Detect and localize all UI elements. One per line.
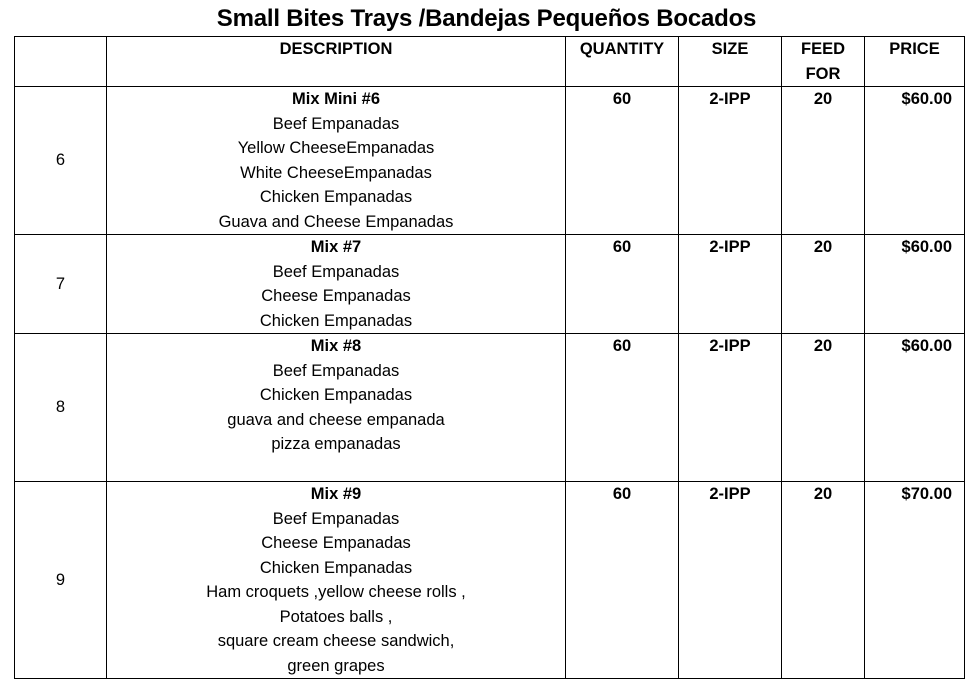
item-line: Chicken Empanadas <box>259 311 413 330</box>
row-price: $60.00 <box>864 86 965 235</box>
item-name: Mix #8 <box>310 337 362 355</box>
header-description: DESCRIPTION <box>106 36 566 87</box>
table-row: 7 Mix #7 Beef Empanadas Cheese Empanadas… <box>14 234 965 334</box>
row-description: Mix #9 Beef Empanadas Cheese Empanadas C… <box>106 481 566 679</box>
item-line: Chicken Empanadas <box>259 386 413 404</box>
item-line: Cheese Empanadas <box>261 287 411 305</box>
row-description: Mix Mini #6 Beef Empanadas Yellow Cheese… <box>106 86 566 235</box>
item-line: Guava and Cheese Empanadas <box>218 212 454 231</box>
row-feed-for: 20 <box>781 86 865 235</box>
item-name: Mix #9 <box>310 485 362 503</box>
row-number: 6 <box>14 86 107 235</box>
item-line: Cheese Empanadas <box>261 534 411 552</box>
row-price: $70.00 <box>864 481 965 679</box>
item-line: green grapes <box>287 656 385 675</box>
row-quantity: 60 <box>565 234 679 334</box>
row-number: 7 <box>14 234 107 334</box>
item-line: White CheeseEmpanadas <box>240 163 432 182</box>
header-feed-for-line2: FOR <box>805 64 841 83</box>
item-line: Beef Empanadas <box>272 509 400 528</box>
menu-table: DESCRIPTION QUANTITY SIZE FEED FOR PRICE… <box>14 36 965 679</box>
row-price: $60.00 <box>864 234 965 334</box>
row-feed-for: 20 <box>781 333 865 482</box>
header-size: SIZE <box>678 36 782 87</box>
row-quantity: 60 <box>565 481 679 679</box>
item-name: Mix #7 <box>310 238 362 256</box>
row-price: $60.00 <box>864 333 965 482</box>
row-size: 2-IPP <box>678 481 782 679</box>
item-line: Yellow CheeseEmpanadas <box>237 139 435 157</box>
row-number: 8 <box>14 333 107 482</box>
item-line: Beef Empanadas <box>272 262 400 281</box>
row-feed-for: 20 <box>781 481 865 679</box>
item-line: Beef Empanadas <box>272 361 400 380</box>
row-quantity: 60 <box>565 333 679 482</box>
item-line: pizza empanadas <box>271 435 401 453</box>
header-feed-for: FEED FOR <box>781 36 865 87</box>
row-size: 2-IPP <box>678 86 782 235</box>
row-size: 2-IPP <box>678 234 782 334</box>
item-name: Mix Mini #6 <box>291 90 381 108</box>
item-line: Ham croquets ,yellow cheese rolls , <box>206 583 466 601</box>
table-row: 8 Mix #8 Beef Empanadas Chicken Empanada… <box>14 333 965 482</box>
item-line: Chicken Empanadas <box>259 188 413 206</box>
item-line: Potatoes balls , <box>279 607 393 626</box>
header-price: PRICE <box>864 36 965 87</box>
item-line: square cream cheese sandwich, <box>217 632 455 650</box>
header-quantity: QUANTITY <box>565 36 679 87</box>
row-size: 2-IPP <box>678 333 782 482</box>
item-line: Beef Empanadas <box>272 114 400 133</box>
row-feed-for: 20 <box>781 234 865 334</box>
header-feed-for-line1: FEED <box>800 40 845 58</box>
row-description: Mix #8 Beef Empanadas Chicken Empanadas … <box>106 333 566 482</box>
row-quantity: 60 <box>565 86 679 235</box>
table-row: 9 Mix #9 Beef Empanadas Cheese Empanadas… <box>14 481 965 679</box>
item-line: Chicken Empanadas <box>259 558 413 577</box>
header-row: DESCRIPTION QUANTITY SIZE FEED FOR PRICE <box>14 36 965 87</box>
header-number <box>14 36 107 87</box>
table-row: 6 Mix Mini #6 Beef Empanadas Yellow Chee… <box>14 86 965 235</box>
row-description: Mix #7 Beef Empanadas Cheese Empanadas C… <box>106 234 566 334</box>
item-line: guava and cheese empanada <box>227 410 445 429</box>
row-number: 9 <box>14 481 107 679</box>
page-title: Small Bites Trays /Bandejas Pequeños Boc… <box>216 5 757 32</box>
